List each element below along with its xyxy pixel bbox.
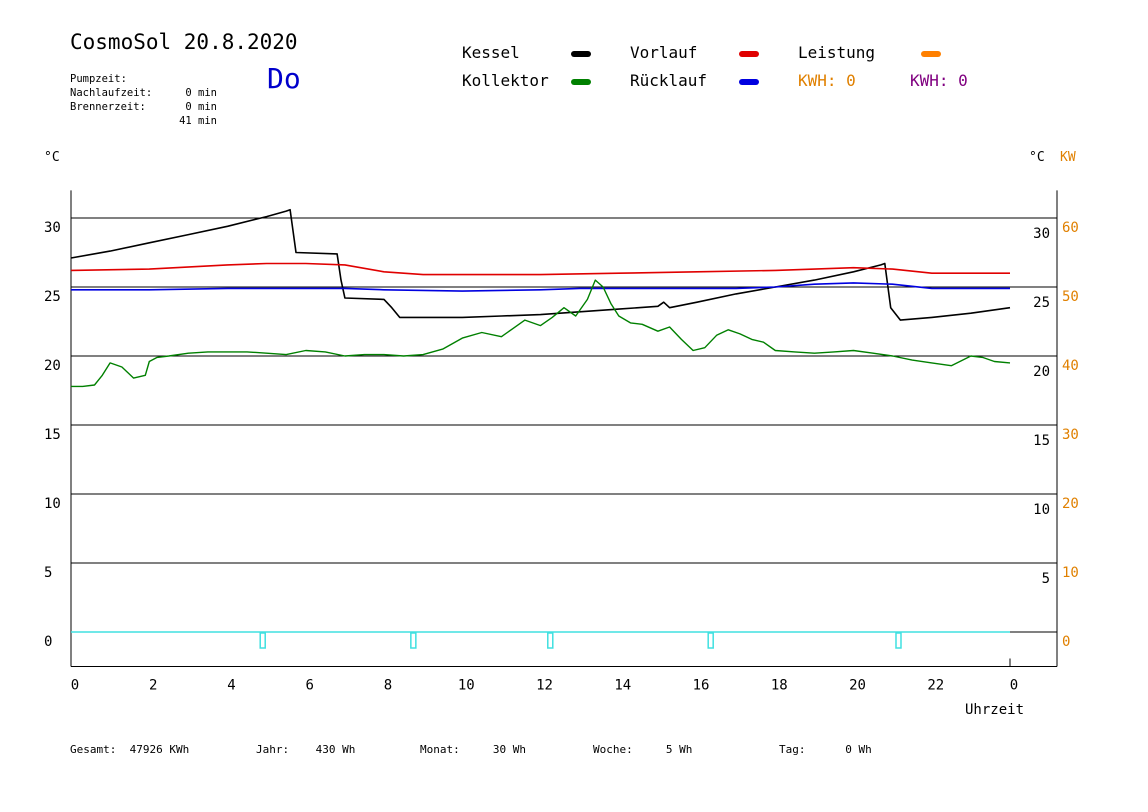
stat-nachlaufzeit: Nachlaufzeit: 0 min: [70, 72, 217, 113]
x-tick-label: 6: [306, 678, 314, 694]
y-tick-label-kw: 40: [1062, 358, 1079, 374]
x-tick-label: 18: [771, 678, 788, 694]
right-axis-unit-kw: KW: [1060, 150, 1076, 165]
left-axis-unit: °C: [44, 150, 60, 165]
x-tick-label: 2: [149, 678, 157, 694]
legend-leistung-label: Leistung: [798, 43, 876, 62]
kwh2-label: KWH:: [910, 71, 949, 90]
leistung-marker: [547, 632, 554, 649]
kwh1-label: KWH:: [798, 71, 837, 90]
x-tick-label: 0: [71, 678, 79, 694]
stat-pumpzeit: Pumpzeit: 0 min: [70, 58, 217, 99]
y-tick-label-kw: 60: [1062, 220, 1079, 236]
leistung-marker: [895, 632, 902, 649]
y-tick-label-kw: 10: [1062, 565, 1079, 581]
kwh2-value: 0: [958, 71, 968, 90]
x-tick-label: 22: [927, 678, 944, 694]
leistung-marker: [410, 632, 417, 649]
footer-label: Monat:: [420, 743, 460, 756]
x-tick-label: 0: [1010, 678, 1018, 694]
stat-label: Pumpzeit:: [70, 73, 127, 85]
grid-lines: [70, 190, 1058, 667]
footer-value: 47926 KWh: [129, 743, 190, 756]
y-tick-label-left: 20: [44, 358, 61, 374]
legend-kollektor-label: Kollektor: [462, 71, 549, 90]
y-tick-label-left: 15: [44, 427, 61, 443]
leistung-marker: [259, 632, 266, 649]
footer-label: Jahr:: [256, 743, 290, 756]
y-tick-label-kw: 50: [1062, 289, 1079, 305]
kwh1-value: 0: [846, 71, 856, 90]
y-tick-label-left: 10: [44, 496, 61, 512]
y-tick-label-left: 25: [44, 289, 61, 305]
y-tick-label-kw: 20: [1062, 496, 1079, 512]
y-tick-label-right: 30: [1033, 226, 1050, 242]
series-line-rcklauf: [71, 282, 1010, 292]
weekday-label: Do: [267, 62, 301, 95]
x-tick-label: 4: [227, 678, 235, 694]
x-tick-label: 16: [693, 678, 710, 694]
footer-label: Gesamt:: [70, 743, 117, 756]
y-tick-label-kw: 30: [1062, 427, 1079, 443]
legend-ruecklauf-swatch: [739, 79, 759, 85]
y-tick-label-right: 20: [1033, 364, 1050, 380]
series-lines: [70, 208, 1011, 633]
legend-leistung-swatch: [921, 51, 941, 57]
y-tick-label-right: 25: [1033, 295, 1050, 311]
y-tick-label-right: 15: [1033, 433, 1050, 449]
leistung-marker: [707, 632, 714, 649]
stat-value: 0 min: [185, 101, 217, 113]
legend-kessel-label: Kessel: [462, 43, 520, 62]
stat-value: 0 min: [185, 87, 217, 99]
footer-tag: Tag: 0 Wh: [779, 743, 872, 756]
x-tick-label: 20: [849, 678, 866, 694]
legend-kollektor-swatch: [571, 79, 591, 85]
stat-label: Nachlaufzeit:: [70, 87, 153, 99]
x-axis-label: Uhrzeit: [965, 702, 1025, 718]
y-tick-label-right: 10: [1033, 502, 1050, 518]
runtime-stats: Pumpzeit: 0 min Nachlaufzeit: 0 min Bren…: [70, 58, 217, 127]
series-line-kessel: [70, 208, 1011, 321]
series-line-vorlauf: [70, 262, 1010, 276]
y-tick-label-kw: 0: [1062, 634, 1070, 650]
footer-value: 0 Wh: [845, 743, 872, 756]
stat-brennerzeit: Brennerzeit: 41 min: [70, 86, 217, 127]
footer-value: 430 Wh: [315, 743, 356, 756]
legend-ruecklauf-label: Rücklauf: [630, 71, 708, 90]
right-axis-unit: °C: [1029, 150, 1045, 165]
y-tick-label-left: 30: [44, 220, 61, 236]
footer-monat: Monat: 30 Wh: [420, 743, 526, 756]
x-tick-label: 12: [536, 678, 553, 694]
legend-kessel-swatch: [571, 51, 591, 57]
footer-label: Woche:: [593, 743, 633, 756]
footer-value: 30 Wh: [492, 743, 526, 756]
legend-vorlauf-swatch: [739, 51, 759, 57]
footer-label: Tag:: [779, 743, 806, 756]
leistung-markers: [259, 632, 902, 649]
series-line-kollektor: [71, 279, 1011, 388]
y-tick-label-left: 0: [44, 634, 52, 650]
footer-woche: Woche: 5 Wh: [593, 743, 692, 756]
stat-label: Brennerzeit:: [70, 101, 146, 113]
legend-vorlauf-label: Vorlauf: [630, 43, 698, 62]
page-title: CosmoSol 20.8.2020: [70, 30, 298, 54]
footer-gesamt: Gesamt: 47926 KWh: [70, 743, 189, 756]
x-tick-label: 14: [614, 678, 631, 694]
legend-kwh2: KWH: 0: [910, 71, 968, 90]
y-tick-label-left: 5: [44, 565, 52, 581]
x-tick-label: 8: [384, 678, 392, 694]
legend-kwh1: KWH: 0: [798, 71, 856, 90]
y-tick-label-right: 5: [1042, 571, 1050, 587]
footer-value: 5 Wh: [665, 743, 693, 756]
stat-value: 41 min: [179, 115, 217, 127]
x-tick-label: 10: [458, 678, 475, 694]
footer-jahr: Jahr: 430 Wh: [256, 743, 355, 756]
